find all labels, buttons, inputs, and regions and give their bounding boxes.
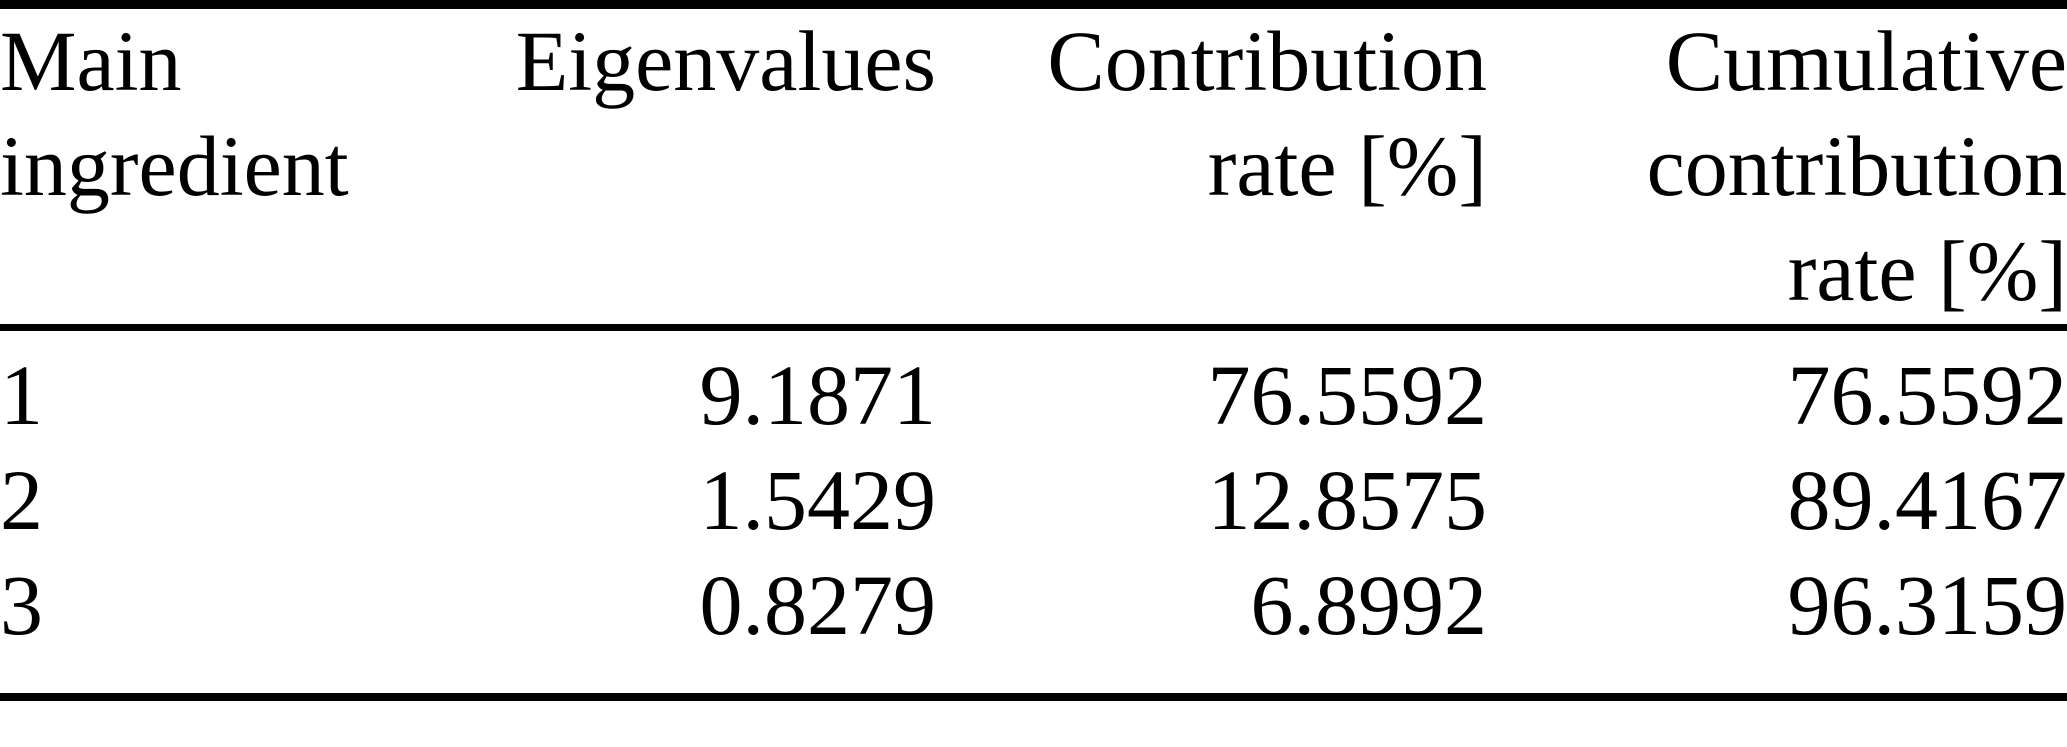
cell-eigenvalue: 1.5429 bbox=[699, 452, 937, 548]
cell-main-ingredient: 1 bbox=[0, 347, 43, 443]
cell-main-ingredient: 2 bbox=[0, 452, 43, 548]
table-header-row: Main ingredient Eigenvalues Contribution… bbox=[0, 5, 2067, 328]
header-eigenvalues: Eigenvalues bbox=[515, 13, 936, 109]
header-main-ingredient: Main ingredient bbox=[0, 13, 349, 214]
cell-contribution-rate: 6.8992 bbox=[1250, 557, 1488, 653]
cell-cumulative-contribution: 76.5592 bbox=[1787, 347, 2067, 443]
table-row: 2 1.5429 12.8575 89.4167 bbox=[0, 448, 2067, 553]
cell-contribution-rate: 76.5592 bbox=[1207, 347, 1488, 443]
cell-main-ingredient: 3 bbox=[0, 557, 43, 653]
header-contribution-rate: Contribution rate [%] bbox=[1047, 13, 1487, 214]
table-row: 3 0.8279 6.8992 96.3159 bbox=[0, 553, 2067, 697]
cell-cumulative-contribution: 96.3159 bbox=[1787, 557, 2067, 653]
header-cumulative-contribution-rate: Cumulative contribution rate [%] bbox=[1646, 13, 2067, 319]
cell-contribution-rate: 12.8575 bbox=[1207, 452, 1488, 548]
table-row: 1 9.1871 76.5592 76.5592 bbox=[0, 328, 2067, 449]
pca-eigenvalues-table: Main ingredient Eigenvalues Contribution… bbox=[0, 0, 2067, 701]
cell-eigenvalue: 9.1871 bbox=[699, 347, 937, 443]
cell-cumulative-contribution: 89.4167 bbox=[1787, 452, 2067, 548]
cell-eigenvalue: 0.8279 bbox=[699, 557, 937, 653]
